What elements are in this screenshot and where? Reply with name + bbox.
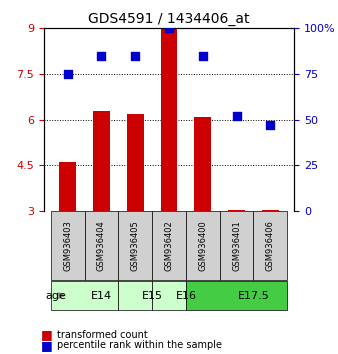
Text: E17.5: E17.5 (238, 291, 269, 301)
Point (166, 25, 172, 31)
Bar (194, 116, 211, 211)
Bar (228, 210, 245, 211)
Bar (93, 110, 110, 211)
Text: GSM936405: GSM936405 (131, 220, 140, 271)
Bar (127, 114, 144, 211)
Point (99, 53, 104, 58)
Point (200, 53, 206, 58)
Text: transformed count: transformed count (57, 330, 148, 339)
FancyBboxPatch shape (254, 211, 287, 280)
Text: age: age (46, 291, 67, 301)
Point (65, 71, 70, 77)
Bar (262, 210, 279, 211)
Text: ■: ■ (41, 339, 52, 352)
FancyBboxPatch shape (51, 211, 84, 280)
FancyBboxPatch shape (152, 281, 186, 310)
FancyBboxPatch shape (186, 281, 287, 310)
Point (268, 122, 273, 128)
Text: E14: E14 (91, 291, 112, 301)
FancyBboxPatch shape (84, 211, 118, 280)
Text: GSM936401: GSM936401 (232, 220, 241, 271)
Text: percentile rank within the sample: percentile rank within the sample (57, 340, 222, 350)
Point (234, 113, 239, 119)
Text: E16: E16 (175, 291, 196, 301)
Text: E15: E15 (142, 291, 163, 301)
Bar (59, 162, 76, 211)
Text: GSM936403: GSM936403 (63, 220, 72, 271)
Point (132, 53, 138, 58)
FancyBboxPatch shape (51, 281, 118, 310)
Bar (161, 28, 177, 211)
Text: GSM936402: GSM936402 (165, 220, 173, 271)
Text: ■: ■ (41, 328, 52, 341)
Title: GDS4591 / 1434406_at: GDS4591 / 1434406_at (88, 12, 250, 26)
Text: GSM936404: GSM936404 (97, 220, 106, 271)
Text: GSM936400: GSM936400 (198, 220, 207, 271)
FancyBboxPatch shape (186, 211, 220, 280)
FancyBboxPatch shape (152, 211, 186, 280)
Text: GSM936406: GSM936406 (266, 220, 275, 271)
FancyBboxPatch shape (118, 281, 152, 310)
FancyBboxPatch shape (220, 211, 254, 280)
FancyBboxPatch shape (118, 211, 152, 280)
